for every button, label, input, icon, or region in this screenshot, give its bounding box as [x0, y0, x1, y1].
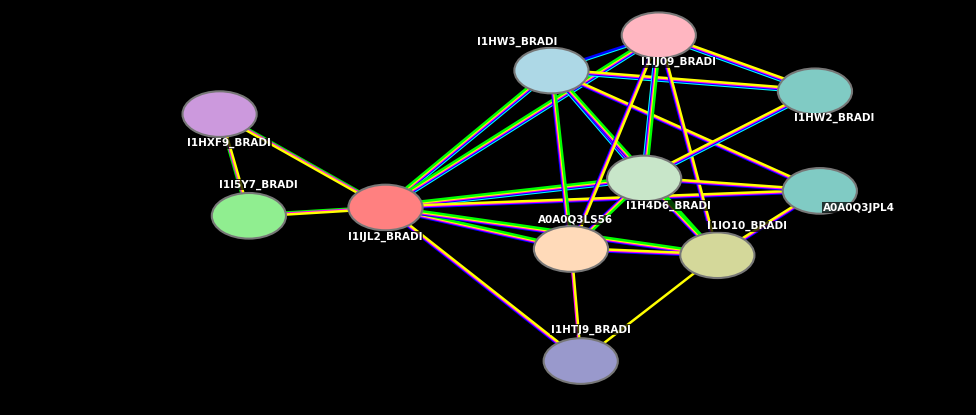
Ellipse shape: [622, 12, 696, 58]
Text: I1HTJ9_BRADI: I1HTJ9_BRADI: [550, 325, 630, 335]
Text: I1H4D6_BRADI: I1H4D6_BRADI: [627, 200, 711, 210]
Text: I1I5Y7_BRADI: I1I5Y7_BRADI: [220, 180, 298, 190]
Text: I1IJ09_BRADI: I1IJ09_BRADI: [641, 57, 715, 67]
Text: A0A0Q3JPL4: A0A0Q3JPL4: [823, 203, 895, 212]
Ellipse shape: [778, 68, 852, 114]
Text: A0A0Q3LS56: A0A0Q3LS56: [539, 215, 613, 225]
Ellipse shape: [212, 193, 286, 239]
Text: I1HW3_BRADI: I1HW3_BRADI: [477, 37, 557, 46]
Ellipse shape: [514, 48, 589, 93]
Ellipse shape: [607, 156, 681, 201]
Text: I1IJL2_BRADI: I1IJL2_BRADI: [348, 232, 423, 242]
Text: I1HXF9_BRADI: I1HXF9_BRADI: [187, 138, 271, 148]
Text: I1HW2_BRADI: I1HW2_BRADI: [794, 113, 874, 123]
Ellipse shape: [183, 91, 257, 137]
Ellipse shape: [348, 185, 423, 230]
Text: I1IO10_BRADI: I1IO10_BRADI: [707, 221, 787, 231]
Ellipse shape: [783, 168, 857, 214]
Ellipse shape: [544, 338, 618, 384]
Ellipse shape: [534, 226, 608, 272]
Ellipse shape: [680, 232, 754, 278]
